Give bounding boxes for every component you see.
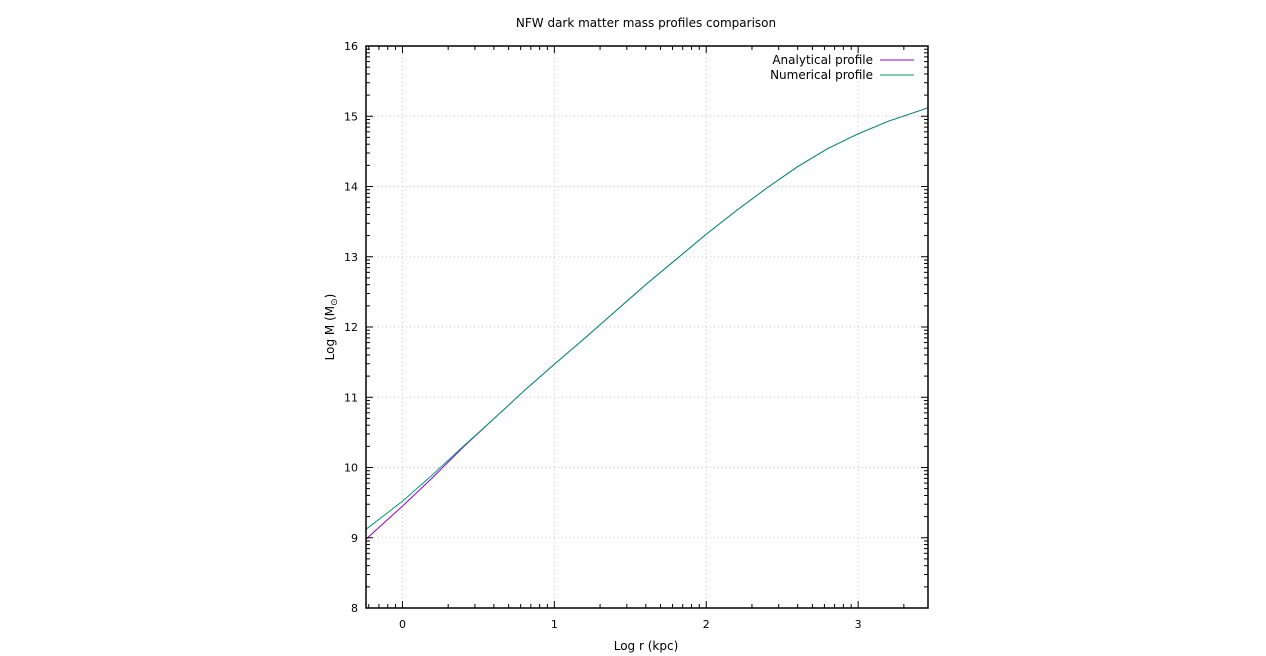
- legend-label: Analytical profile: [772, 53, 873, 67]
- chart-title: NFW dark matter mass profiles comparison: [516, 16, 776, 30]
- x-tick-label: 2: [703, 618, 710, 631]
- y-tick-label: 12: [344, 321, 358, 334]
- series-line-numerical: [365, 107, 929, 530]
- y-tick-label: 13: [344, 251, 358, 264]
- y-axis-label-close: ): [323, 294, 337, 299]
- y-axis-label-sub: ⊙: [330, 298, 340, 306]
- series-line-analytical: [365, 107, 929, 540]
- x-axis-label: Log r (kpc): [614, 639, 679, 653]
- x-tick-label: 1: [551, 618, 558, 631]
- legend-label: Numerical profile: [770, 68, 873, 82]
- grid-lines: [366, 45, 928, 609]
- y-tick-label: 16: [344, 40, 358, 53]
- y-tick-label: 14: [344, 181, 358, 194]
- axis-ticks: [366, 45, 928, 609]
- x-tick-label: 3: [855, 618, 862, 631]
- y-tick-label: 15: [344, 110, 358, 123]
- y-tick-label: 10: [344, 462, 358, 475]
- x-tick-label: 0: [399, 618, 406, 631]
- y-tick-label: 11: [344, 391, 358, 404]
- y-axis-label-main: Log M (M: [323, 306, 337, 360]
- y-tick-label: 8: [351, 602, 358, 615]
- series-lines: [365, 107, 929, 540]
- y-tick-label: 9: [351, 532, 358, 545]
- y-axis-label: Log M (M⊙): [323, 294, 340, 361]
